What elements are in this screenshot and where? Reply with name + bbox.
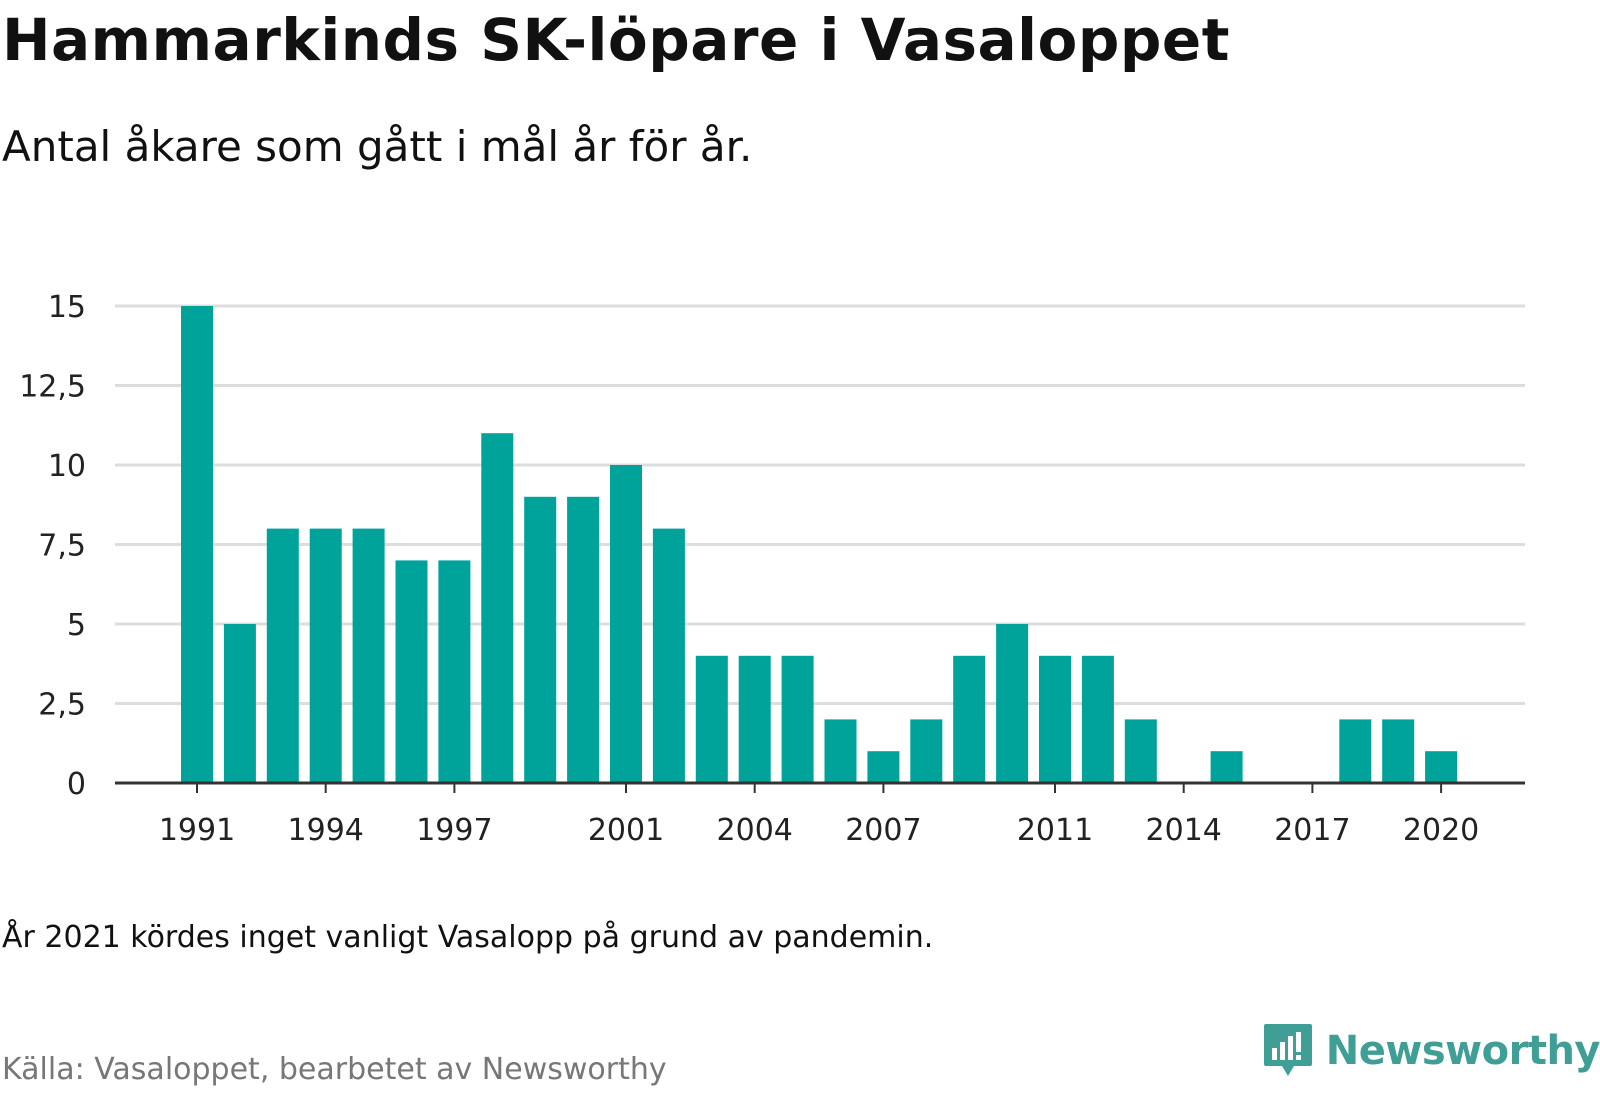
bar-2003 bbox=[695, 655, 728, 783]
y-tick-label: 12,5 bbox=[19, 370, 86, 405]
x-tick-label: 2007 bbox=[845, 813, 921, 848]
chart-title: Hammarkinds SK-löpare i Vasaloppet bbox=[2, 6, 1230, 74]
bar-1991 bbox=[181, 306, 213, 783]
y-tick-label: 2,5 bbox=[38, 688, 86, 723]
bar-1992 bbox=[223, 624, 256, 783]
bar-2015 bbox=[1210, 751, 1243, 783]
x-tick-label: 2001 bbox=[588, 813, 664, 848]
y-tick-label: 7,5 bbox=[38, 529, 86, 564]
x-tick-label: 1991 bbox=[159, 813, 235, 848]
x-tick-label: 2011 bbox=[1017, 813, 1093, 848]
x-tick-label: 2014 bbox=[1146, 813, 1222, 848]
x-tick-label: 1997 bbox=[416, 813, 492, 848]
bar-2001 bbox=[610, 465, 642, 783]
y-axis-tick-labels: 0 2,5 5 7,5 10 12,5 15 bbox=[19, 290, 86, 802]
x-axis-tick-labels: 1991 1994 1997 2001 2004 2007 2011 2014 2017 2020 bbox=[159, 783, 1479, 848]
bar-1995 bbox=[352, 528, 385, 783]
bar-2013 bbox=[1124, 719, 1157, 783]
y-tick-label: 5 bbox=[67, 608, 86, 643]
bar-2007 bbox=[867, 751, 900, 783]
bar-1993 bbox=[266, 528, 299, 783]
grid-lines bbox=[115, 304, 1525, 705]
bar-2019 bbox=[1382, 719, 1415, 783]
bar-1997 bbox=[438, 560, 471, 783]
bar-2010 bbox=[996, 624, 1029, 783]
bar-2009 bbox=[953, 655, 986, 783]
chart-subtitle: Antal åkare som gått i mål år för år. bbox=[2, 122, 753, 171]
bar-2005 bbox=[781, 655, 814, 783]
bar-1996 bbox=[395, 560, 428, 783]
source-credit: Källa: Vasaloppet, bearbetet av Newswort… bbox=[2, 1052, 667, 1087]
bar-2020 bbox=[1425, 751, 1458, 783]
bar-2008 bbox=[910, 719, 943, 783]
x-tick-label: 2020 bbox=[1403, 813, 1479, 848]
x-tick-label: 1994 bbox=[288, 813, 364, 848]
bar-2004 bbox=[738, 655, 771, 783]
x-tick-label: 2004 bbox=[717, 813, 793, 848]
x-tick-label: 2017 bbox=[1274, 813, 1350, 848]
y-tick-label: 15 bbox=[48, 290, 86, 325]
bar-2011 bbox=[1039, 655, 1071, 783]
bar-1994 bbox=[309, 528, 342, 783]
bar-1998 bbox=[481, 433, 514, 783]
bar-1999 bbox=[524, 496, 557, 783]
bar-2002 bbox=[652, 528, 685, 783]
y-tick-label: 10 bbox=[48, 449, 86, 484]
bar-chart: 0 2,5 5 7,5 10 12,5 15 1991 1994 1997 2001 2004 200… bbox=[19, 290, 1525, 848]
bar-2018 bbox=[1339, 719, 1372, 783]
newsworthy-logo: Newsworthy bbox=[1262, 1022, 1600, 1080]
newsworthy-chart-bubble-icon bbox=[1263, 1024, 1312, 1076]
y-tick-label: 0 bbox=[67, 767, 86, 802]
bar-2012 bbox=[1081, 655, 1114, 783]
bars bbox=[181, 306, 1458, 783]
bar-2006 bbox=[824, 719, 857, 783]
chart-note: År 2021 kördes inget vanligt Vasalopp på… bbox=[2, 920, 934, 955]
bar-2000 bbox=[567, 496, 600, 783]
logo-text: Newsworthy bbox=[1325, 1028, 1600, 1074]
